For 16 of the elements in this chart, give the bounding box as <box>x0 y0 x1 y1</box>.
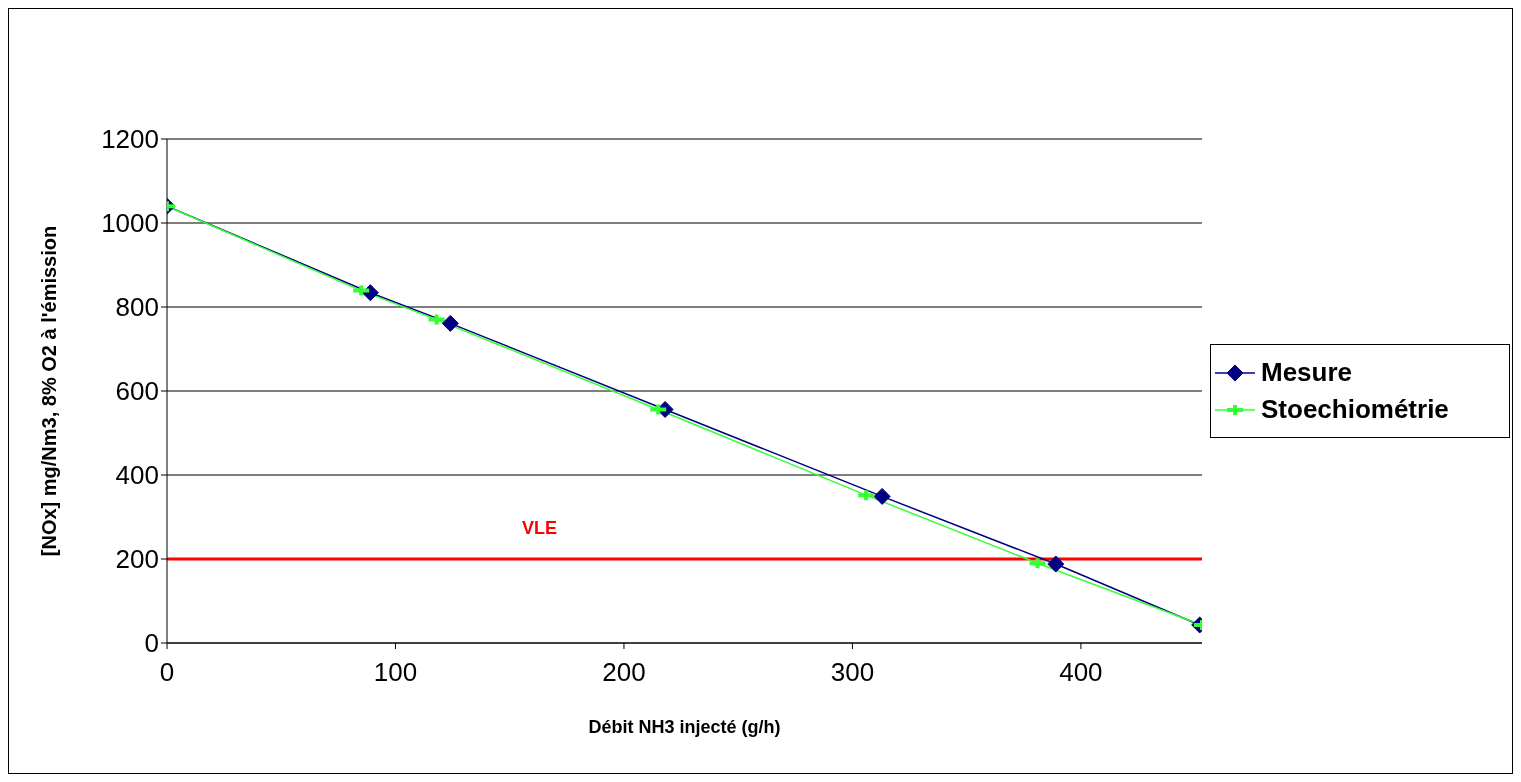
y-tick-label: 200 <box>115 544 159 575</box>
x-tick-label: 400 <box>1059 657 1103 688</box>
y-axis-title: [NOx] mg/Nm3, 8% O2 à l'émission <box>38 225 61 557</box>
y-tick-label: 400 <box>115 460 159 491</box>
legend-label: Stoechiométrie <box>1261 394 1449 425</box>
y-tick-label: 1200 <box>101 124 159 155</box>
y-tick-label: 0 <box>144 628 159 659</box>
x-tick-label: 100 <box>373 657 418 688</box>
x-tick-label: 200 <box>602 657 646 688</box>
legend-label: Mesure <box>1261 357 1353 388</box>
x-tick-label: 300 <box>830 657 875 688</box>
y-tick-label: 1000 <box>101 208 159 239</box>
y-tick-label: 600 <box>115 376 159 407</box>
y-tick-label: 800 <box>115 292 159 323</box>
x-axis-title: Débit NH3 injecté (g/h) <box>588 717 781 737</box>
ref-line-label: VLE <box>522 517 558 538</box>
